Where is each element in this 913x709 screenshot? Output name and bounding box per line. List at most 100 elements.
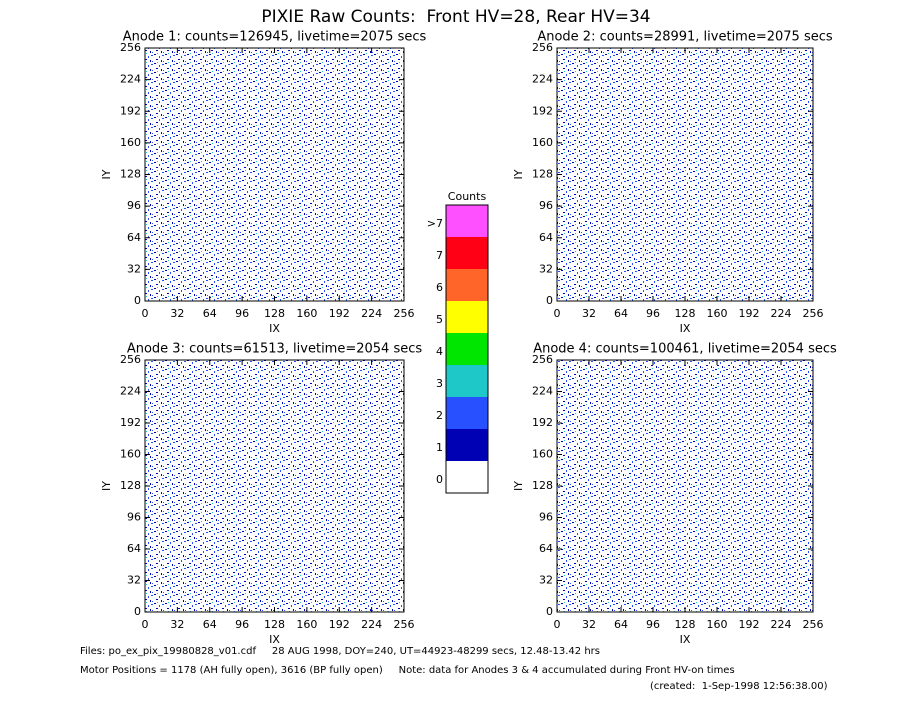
panel-title: Anode 1: counts=126945, livetime=2075 se… — [123, 30, 427, 45]
y-tick-label: 160 — [532, 448, 553, 461]
colorbar-label: 6 — [436, 281, 443, 294]
x-tick-label: 160 — [707, 618, 728, 631]
colorbar-label: 3 — [436, 377, 443, 390]
x-tick-label: 192 — [739, 307, 760, 320]
colorbar-label: 4 — [436, 345, 443, 358]
x-tick-label: 160 — [296, 307, 317, 320]
x-tick-label: 192 — [329, 307, 350, 320]
y-tick-label: 64 — [539, 231, 553, 244]
y-tick-label: 128 — [532, 479, 553, 492]
x-tick-label: 192 — [329, 618, 350, 631]
x-tick-label: 128 — [675, 307, 696, 320]
x-axis-label: IX — [269, 633, 280, 646]
y-axis-label: IY — [512, 481, 525, 491]
x-tick-label: 256 — [394, 307, 415, 320]
y-tick-label: 224 — [120, 73, 141, 86]
y-tick-label: 192 — [532, 104, 553, 117]
colorbar-swatch — [446, 237, 488, 269]
x-tick-label: 160 — [707, 307, 728, 320]
x-tick-label: 256 — [803, 618, 824, 631]
y-tick-label: 224 — [532, 385, 553, 398]
heatmap-area — [145, 360, 404, 612]
heatmap-area — [145, 48, 404, 301]
x-tick-label: 224 — [361, 618, 382, 631]
colorbar-swatch — [446, 397, 488, 429]
footer-line: Files: po_ex_pix_19980828_v01.cdf 28 AUG… — [80, 646, 600, 657]
x-tick-label: 128 — [264, 618, 285, 631]
y-tick-label: 32 — [127, 574, 141, 587]
footer-line: Motor Positions = 1178 (AH fully open), … — [80, 665, 735, 676]
y-tick-label: 32 — [539, 262, 553, 275]
y-tick-label: 224 — [120, 385, 141, 398]
y-tick-label: 160 — [532, 136, 553, 149]
page-title: PIXIE Raw Counts: Front HV=28, Rear HV=3… — [261, 7, 650, 27]
colorbar-swatch — [446, 365, 488, 397]
colorbar-swatch — [446, 205, 488, 237]
y-tick-label: 0 — [546, 605, 553, 618]
colorbar-swatch — [446, 429, 488, 461]
x-tick-label: 0 — [554, 307, 561, 320]
x-tick-label: 192 — [739, 618, 760, 631]
colorbar-title: Counts — [448, 190, 487, 203]
x-tick-label: 96 — [235, 307, 249, 320]
colorbar-label: 1 — [436, 441, 443, 454]
y-tick-label: 256 — [120, 353, 141, 366]
x-tick-label: 128 — [264, 307, 285, 320]
x-tick-label: 224 — [361, 307, 382, 320]
y-tick-label: 192 — [532, 416, 553, 429]
x-axis-label: IX — [269, 322, 280, 335]
colorbar-frame — [445, 204, 489, 494]
y-axis-label: IY — [100, 481, 113, 491]
y-tick-label: 64 — [539, 542, 553, 555]
footer-line: (created: 1-Sep-1998 12:56:38.00) — [650, 681, 828, 692]
panel-title: Anode 3: counts=61513, livetime=2054 sec… — [127, 342, 423, 357]
x-tick-label: 64 — [203, 618, 217, 631]
x-tick-label: 64 — [614, 307, 628, 320]
y-tick-label: 0 — [134, 294, 141, 307]
heatmap-area — [557, 48, 813, 301]
x-tick-label: 256 — [803, 307, 824, 320]
y-tick-label: 64 — [127, 542, 141, 555]
x-tick-label: 256 — [394, 618, 415, 631]
y-tick-label: 96 — [539, 199, 553, 212]
x-tick-label: 96 — [235, 618, 249, 631]
x-tick-label: 96 — [646, 618, 660, 631]
panel-title: Anode 4: counts=100461, livetime=2054 se… — [533, 342, 837, 357]
y-tick-label: 0 — [546, 294, 553, 307]
x-tick-label: 32 — [582, 307, 596, 320]
colorbar-swatch — [446, 461, 488, 493]
y-tick-label: 256 — [532, 41, 553, 54]
y-tick-label: 128 — [532, 168, 553, 181]
y-tick-label: 128 — [120, 168, 141, 181]
y-tick-label: 96 — [127, 511, 141, 524]
x-axis-label: IX — [680, 322, 691, 335]
y-tick-label: 64 — [127, 231, 141, 244]
y-tick-label: 160 — [120, 136, 141, 149]
y-tick-label: 128 — [120, 479, 141, 492]
colorbar-label: 5 — [436, 313, 443, 326]
y-tick-label: 192 — [120, 416, 141, 429]
y-axis-label: IY — [512, 169, 525, 179]
x-tick-label: 32 — [170, 307, 184, 320]
colorbar-label: 0 — [436, 473, 443, 486]
x-tick-label: 224 — [771, 307, 792, 320]
x-tick-label: 0 — [554, 618, 561, 631]
y-tick-label: 32 — [127, 262, 141, 275]
y-tick-label: 96 — [539, 511, 553, 524]
y-tick-label: 160 — [120, 448, 141, 461]
colorbar-label: >7 — [427, 217, 443, 230]
x-tick-label: 0 — [142, 307, 149, 320]
colorbar-swatch — [446, 301, 488, 333]
colorbar-swatch — [446, 333, 488, 365]
y-tick-label: 96 — [127, 199, 141, 212]
y-axis-label: IY — [100, 169, 113, 179]
x-tick-label: 64 — [614, 618, 628, 631]
colorbar-swatch — [446, 269, 488, 301]
x-tick-label: 0 — [142, 618, 149, 631]
x-tick-label: 96 — [646, 307, 660, 320]
x-axis-label: IX — [680, 633, 691, 646]
y-tick-label: 192 — [120, 104, 141, 117]
x-tick-label: 160 — [296, 618, 317, 631]
colorbar-label: 7 — [436, 249, 443, 262]
